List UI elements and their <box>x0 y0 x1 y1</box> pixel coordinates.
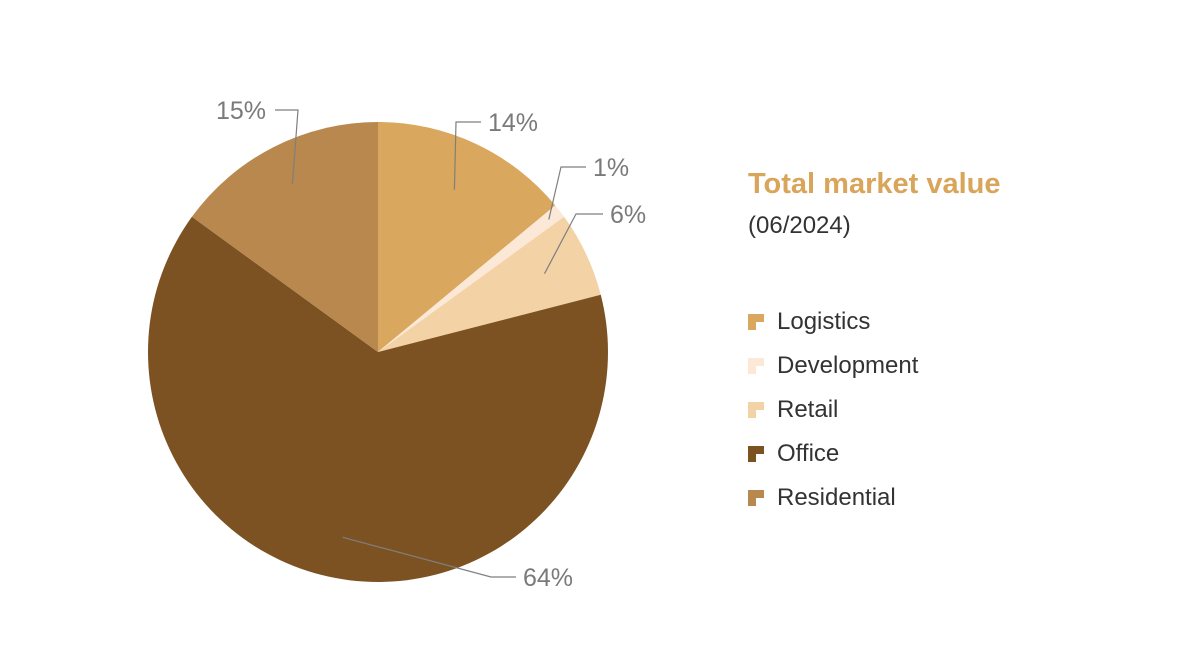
leader-line-residential <box>275 109 299 185</box>
data-label-office: 64% <box>523 564 573 592</box>
pie-slice-retail <box>378 216 601 352</box>
legend-item-office: Office <box>748 432 918 476</box>
data-label-residential: 15% <box>216 97 266 125</box>
pie-chart: 14% 1% 6% 64% 15% <box>147 97 646 592</box>
legend-label-development: Development <box>777 352 919 379</box>
legend-swatch-office <box>748 446 764 462</box>
pie-slice-development <box>378 205 565 352</box>
leader-line-logistics <box>453 121 481 190</box>
legend-label-office: Office <box>777 440 840 467</box>
leader-line-retail <box>543 213 603 274</box>
chart-subtitle: (06/2024) <box>748 212 851 239</box>
data-label-logistics: 14% <box>488 109 538 137</box>
legend-swatch-development <box>748 358 764 374</box>
legend-swatch-logistics <box>748 314 764 330</box>
legend-swatch-residential <box>748 490 764 506</box>
data-label-retail: 6% <box>610 201 646 229</box>
legend-item-residential: Residential <box>748 476 918 520</box>
legend-label-logistics: Logistics <box>777 308 871 335</box>
pie-slice-office <box>147 216 608 583</box>
data-label-development: 1% <box>593 154 629 182</box>
pie-slice-logistics <box>378 122 556 352</box>
chart-title: Total market value <box>748 168 1001 200</box>
leader-line-development <box>548 166 586 220</box>
legend-label-residential: Residential <box>777 484 896 511</box>
legend-item-logistics: Logistics <box>748 300 918 344</box>
pie-slice-residential <box>191 122 378 352</box>
legend: Logistics Development Retail Office Resi… <box>748 300 918 520</box>
legend-item-retail: Retail <box>748 388 918 432</box>
legend-swatch-retail <box>748 402 764 418</box>
leader-line-office <box>342 536 516 578</box>
legend-item-development: Development <box>748 344 918 388</box>
legend-label-retail: Retail <box>777 396 839 423</box>
